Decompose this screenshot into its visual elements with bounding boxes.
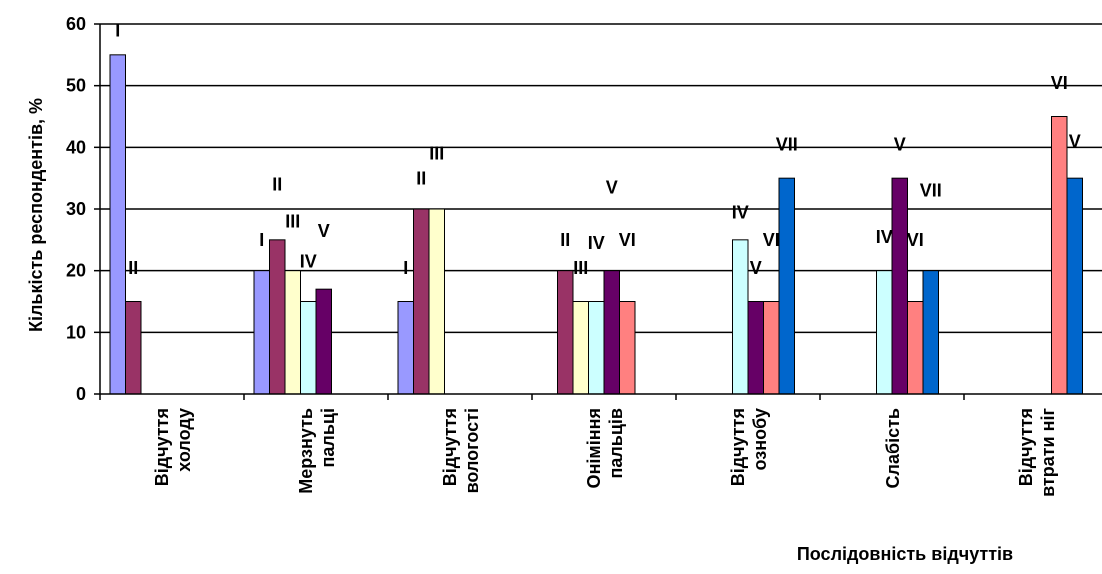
bar-4-5 [763,301,780,395]
category-label-5: Слабість [883,408,903,488]
category-label-line: пальці [318,408,338,467]
category-label-line: Відчуття [728,408,748,486]
y-tick-label-6: 60 [66,14,86,34]
data-label-6: V [318,221,330,241]
data-label-22: VII [920,181,942,201]
category-label-line: ознобу [750,408,770,470]
data-label-13: V [606,178,618,198]
bar-2-0 [397,301,414,395]
gridlines [100,23,1102,334]
data-label-2: I [259,230,264,250]
data-label-23: VI [1051,73,1068,93]
bar-0-0 [109,54,126,395]
data-label-3: II [272,175,282,195]
bar-4-4 [747,301,764,395]
bar-5-5 [907,301,924,395]
bar-6-6 [1066,177,1083,395]
x-axis-title: Послідовність відчуттів [797,544,1013,564]
category-label-0: Відчуття холоду [152,408,194,486]
category-label-line: Відчуття [440,408,460,486]
data-label-15: IV [732,202,749,222]
category-label-line: вологості [462,408,482,493]
data-label-0: I [115,20,120,40]
data-label-18: VII [776,134,798,154]
y-tick-label-0: 0 [76,384,86,404]
bar-5-4 [891,177,908,395]
bar-2-1 [413,208,430,395]
category-label-1: Мерзнуть пальці [296,408,338,494]
category-label-line: Оніміння [584,408,604,488]
data-label-16: V [750,258,762,278]
bar-1-1 [269,239,286,395]
category-label-line: втрати ніг [1038,408,1058,497]
bar-4-6 [778,177,795,395]
y-tick-label-2: 20 [66,261,86,281]
category-label-3: Оніміння пальців [584,408,626,488]
data-label-9: III [429,144,444,164]
y-tick-label-4: 40 [66,137,86,157]
bar-2-2 [428,208,445,395]
bar-3-1 [557,270,574,395]
category-label-line: Відчуття [152,408,172,486]
category-label-line: Відчуття [1016,408,1036,486]
axes [94,23,1102,400]
data-label-1: II [128,258,138,278]
bar-1-4 [315,288,332,395]
data-label-17: VI [763,230,780,250]
y-tick-label-1: 10 [66,322,86,342]
data-label-7: I [403,258,408,278]
y-tick-label-3: 30 [66,199,86,219]
y-tick-label-5: 50 [66,76,86,96]
data-label-19: IV [876,227,893,247]
bars [109,54,1083,395]
category-label-6: Відчуття втрати ніг [1016,408,1058,497]
data-label-5: IV [300,252,317,272]
y-tick-labels: 0 10 20 30 40 50 60 [66,14,86,404]
bar-1-0 [253,270,270,395]
bar-3-4 [603,270,620,395]
bar-1-2 [284,270,301,395]
data-label-11: III [573,258,588,278]
data-label-4: III [285,212,300,232]
y-axis-title: Кількість респондентів, % [26,98,46,332]
bar-0-1 [125,301,142,395]
bar-3-3 [588,301,605,395]
data-label-21: VI [907,230,924,250]
bar-6-5 [1051,116,1068,395]
data-label-24: V [1069,131,1081,151]
bar-4-3 [732,239,749,395]
category-label-line: Мерзнуть [296,408,316,494]
data-label-10: II [560,230,570,250]
category-label-2: Відчуття вологості [440,408,482,493]
category-label-line: холоду [174,408,194,472]
data-label-12: IV [588,233,605,253]
bar-3-5 [619,301,636,395]
bar-5-3 [876,270,893,395]
category-labels: Відчуття холоду Мерзнуть пальці Відчуття воло… [152,408,1058,497]
data-labels: IIIIIIIIIIVVIIIIIIIIIIIIVVVIIVVVIVIIIVVV… [115,20,1081,277]
data-label-14: VI [619,230,636,250]
bar-3-2 [572,301,589,395]
data-label-8: II [416,168,426,188]
category-label-line: пальців [606,408,626,479]
category-label-4: Відчуття ознобу [728,408,770,486]
category-label-line: Слабість [883,408,903,488]
bar-1-3 [300,301,317,395]
data-label-20: V [894,134,906,154]
bar-5-6 [922,270,939,395]
